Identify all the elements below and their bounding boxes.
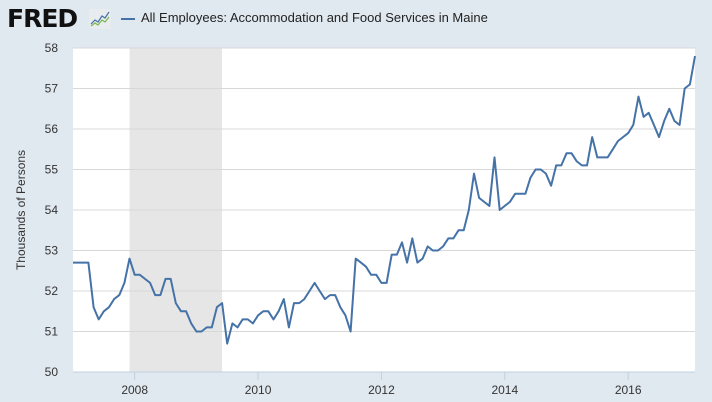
fred-chart-icon xyxy=(89,9,111,29)
y-axis-title: Thousands of Persons xyxy=(14,150,28,270)
chart-header: FRED All Employees: Accommodation and Fo… xyxy=(0,0,712,40)
y-axis: 50 51 52 53 54 55 56 57 58 xyxy=(45,41,59,379)
gridlines xyxy=(73,47,695,373)
y-tick-label: 57 xyxy=(45,82,59,96)
fred-logo[interactable]: FRED xyxy=(7,4,78,33)
x-axis: 2008 2010 2012 2014 2016 xyxy=(121,372,642,397)
y-tick-label: 53 xyxy=(45,244,59,258)
x-tick-label: 2012 xyxy=(368,383,395,397)
legend-line-icon xyxy=(121,18,135,20)
y-tick-label: 55 xyxy=(45,163,59,177)
x-tick-label: 2010 xyxy=(245,383,272,397)
y-tick-label: 51 xyxy=(45,325,59,339)
x-tick-label: 2008 xyxy=(121,383,148,397)
x-tick-label: 2016 xyxy=(615,383,642,397)
y-tick-label: 50 xyxy=(45,365,59,379)
y-tick-label: 52 xyxy=(45,284,59,298)
y-tick-label: 58 xyxy=(45,41,59,55)
y-tick-label: 54 xyxy=(45,203,59,217)
data-series-line[interactable] xyxy=(73,55,696,345)
series-title: All Employees: Accommodation and Food Se… xyxy=(141,10,488,25)
y-tick-label: 56 xyxy=(45,122,59,136)
x-tick-label: 2014 xyxy=(491,383,518,397)
